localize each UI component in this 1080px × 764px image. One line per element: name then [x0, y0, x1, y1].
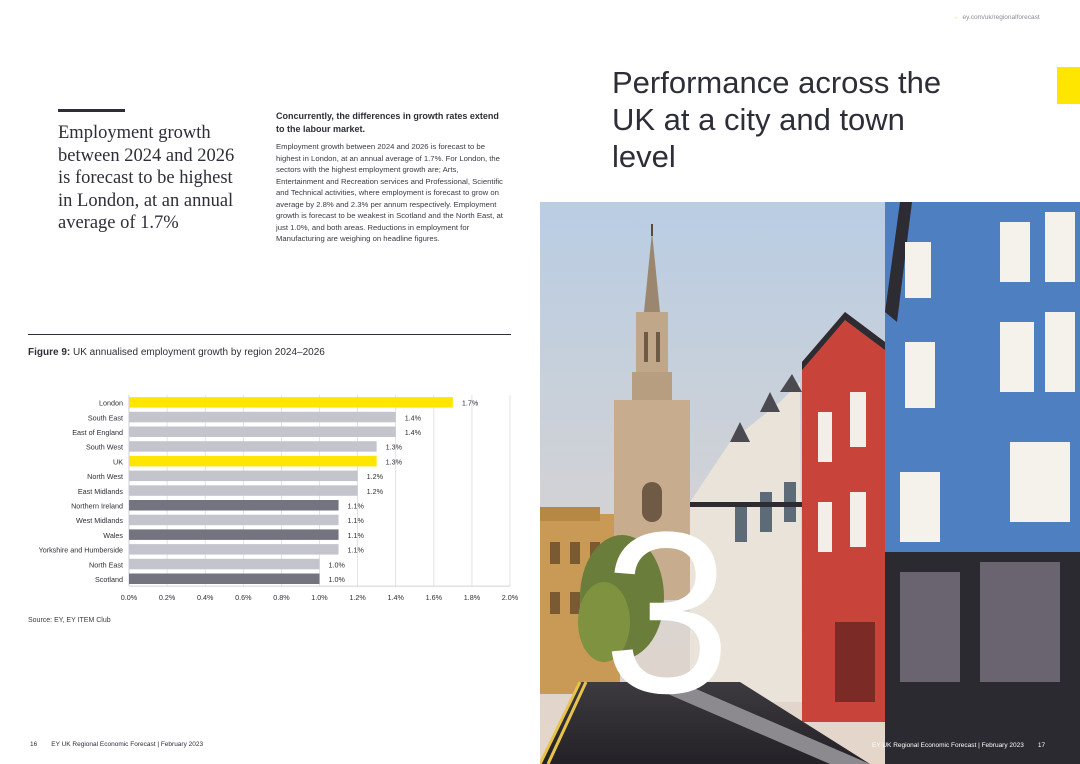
bar	[129, 544, 339, 555]
arrow-icon: →	[952, 14, 959, 21]
bar	[129, 529, 339, 540]
bar	[129, 573, 320, 584]
pull-quote: Employment growth between 2024 and 2026 …	[58, 123, 235, 233]
section-number: 3	[603, 484, 731, 741]
category-label: North West	[87, 472, 123, 481]
bar	[129, 426, 396, 437]
category-label: East of England	[72, 428, 123, 437]
bar	[129, 558, 320, 570]
left-footer: 16 EY UK Regional Economic Forecast | Feb…	[30, 741, 203, 748]
street-photo: 3	[540, 202, 1080, 764]
employment-growth-chart: London 1.7% South East 1.4% East of England 1…	[39, 395, 519, 602]
tick-label: 0.4%	[197, 593, 214, 602]
tick-label: 0.0%	[121, 593, 138, 602]
category-label: Yorkshire and Humberside	[39, 546, 123, 555]
tick-label: 1.0%	[311, 593, 328, 602]
data-label: 1.2%	[367, 487, 384, 496]
category-label: UK	[113, 457, 123, 466]
data-label: 1.3%	[386, 457, 403, 466]
category-label: Northern Ireland	[71, 502, 123, 511]
website-link[interactable]: → ey.com/uk/regionalforecast	[952, 14, 1040, 21]
data-label: 1.2%	[367, 472, 384, 481]
right-footer-text: EY UK Regional Economic Forecast | Febru…	[872, 742, 1024, 749]
category-label: West Midlands	[76, 516, 123, 525]
tick-label: 0.6%	[235, 593, 252, 602]
category-label: South West	[86, 443, 123, 452]
figure-caption: Figure 9: UK annualised employment growt…	[28, 347, 325, 358]
data-label: 1.1%	[348, 502, 365, 511]
section-title: Performance across the UK at a city and …	[612, 65, 942, 174]
tick-label: 1.4%	[388, 593, 405, 602]
bar	[129, 441, 377, 452]
figure-label: Figure 9:	[28, 347, 71, 358]
tick-label: 0.2%	[159, 593, 176, 602]
data-label: 1.0%	[329, 575, 346, 584]
website-link-text: ey.com/uk/regionalforecast	[962, 14, 1040, 21]
street-photo-illustration: 3	[540, 202, 1080, 764]
data-label: 1.7%	[462, 399, 479, 408]
bar	[129, 500, 339, 511]
figure-title: UK annualised employment growth by regio…	[73, 347, 325, 358]
tick-label: 0.8%	[273, 593, 290, 602]
bar	[129, 397, 453, 408]
category-label: South East	[88, 413, 123, 422]
data-label: 1.1%	[348, 546, 365, 555]
data-label: 1.3%	[386, 443, 403, 452]
right-page-number: 17	[1037, 742, 1046, 749]
left-page-number: 16	[30, 741, 38, 748]
accent-bar	[1057, 67, 1080, 104]
category-label: Wales	[103, 531, 123, 540]
data-label: 1.4%	[405, 428, 422, 437]
right-footer: EY UK Regional Economic Forecast | Febru…	[872, 742, 1045, 749]
bar	[129, 455, 377, 467]
category-label: London	[99, 399, 123, 408]
tick-label: 1.2%	[349, 593, 366, 602]
body-text: Employment growth between 2024 and 2026 …	[276, 142, 503, 243]
bar	[129, 411, 396, 423]
tick-label: 1.8%	[464, 593, 481, 602]
bar	[129, 470, 358, 482]
bar	[129, 514, 339, 526]
left-footer-text: EY UK Regional Economic Forecast | Febru…	[51, 741, 204, 748]
data-label: 1.1%	[348, 516, 365, 525]
tick-label: 2.0%	[502, 593, 519, 602]
category-label: Scotland	[95, 575, 123, 584]
data-label: 1.4%	[405, 413, 422, 422]
chart-divider	[28, 334, 511, 335]
body-lead: Concurrently, the differences in growth …	[276, 111, 499, 134]
category-label: North East	[89, 560, 123, 569]
tick-label: 1.6%	[426, 593, 443, 602]
data-label: 1.0%	[329, 560, 346, 569]
source-note: Source: EY, EY ITEM Club	[28, 617, 111, 624]
data-label: 1.1%	[348, 531, 365, 540]
bar	[129, 485, 358, 496]
category-label: East Midlands	[78, 487, 124, 496]
pull-quote-rule	[58, 109, 125, 112]
